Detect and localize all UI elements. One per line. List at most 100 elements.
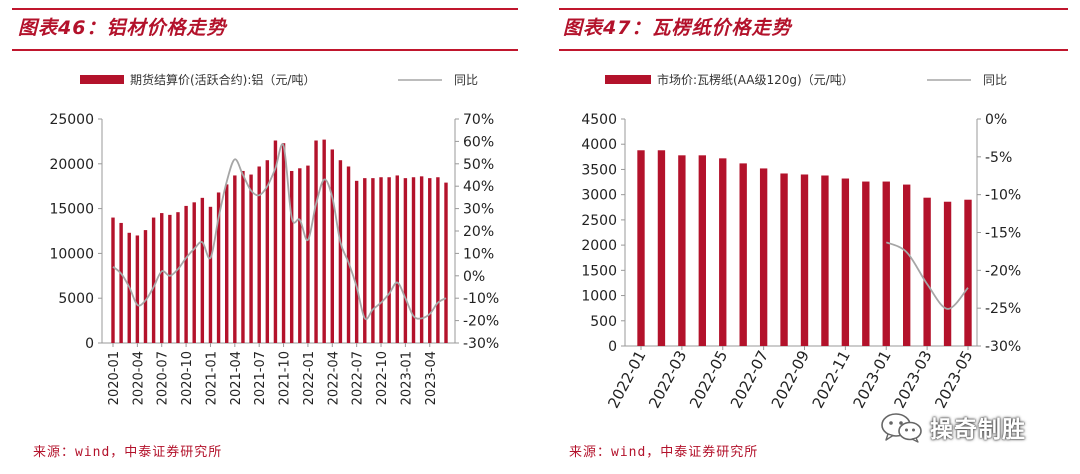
y-right-tick-label: -10% (985, 188, 1021, 204)
price-bar (168, 214, 172, 343)
y-left-tick-label: 5000 (58, 291, 94, 307)
x-tick-label: 2023-04 (424, 351, 439, 405)
price-bar (759, 168, 768, 346)
price-bar (780, 173, 788, 346)
price-bar (371, 178, 375, 343)
price-bar (160, 213, 164, 343)
price-bar (403, 178, 408, 343)
legend-line-label: 同比 (983, 73, 1007, 87)
price-bar (882, 181, 890, 346)
y-right-tick-label: -30% (985, 339, 1021, 355)
price-bar (314, 140, 318, 343)
price-bar (395, 175, 399, 343)
x-tick-label: 2022-07 (351, 351, 366, 405)
x-tick-label: 2022-01 (302, 351, 317, 405)
price-bar (192, 202, 196, 343)
legend-bar-swatch (605, 75, 651, 84)
x-tick-label: 2022-07 (727, 347, 772, 411)
y-right-tick-label: 70% (463, 112, 494, 128)
x-tick-label: 2022-01 (604, 347, 649, 411)
y-right-tick-label: -25% (985, 301, 1021, 317)
x-tick-label: 2022-04 (326, 351, 341, 405)
y-left-tick-label: 2000 (581, 238, 617, 254)
y-left-tick-label: 1500 (581, 263, 617, 279)
y-right-tick-label: 30% (463, 202, 494, 218)
x-tick-label: 2022-09 (768, 347, 813, 411)
price-bar (281, 143, 286, 343)
price-bar (964, 199, 972, 346)
price-bar (657, 150, 666, 346)
price-bar (411, 177, 416, 343)
price-bar (419, 176, 424, 343)
price-bar (200, 197, 205, 343)
y-left-tick-label: 4500 (581, 112, 617, 128)
price-bar (298, 168, 302, 343)
x-tick-label: 2021-01 (204, 351, 219, 405)
x-tick-label: 2021-10 (278, 351, 293, 405)
chart-legend: 期货结算价(活跃合约):铝（元/吨） 同比 (80, 72, 478, 87)
price-bar (428, 178, 432, 343)
y-right-tick-label: 50% (463, 157, 494, 173)
price-bar (903, 184, 911, 346)
x-tick-label: 2020-10 (180, 351, 195, 405)
price-bar (176, 212, 180, 343)
y-right-tick-label: -20% (463, 314, 499, 330)
price-bar (241, 170, 245, 343)
legend-bar-swatch (80, 75, 124, 84)
price-bar (306, 165, 310, 343)
price-bar (257, 166, 261, 343)
x-tick-label: 2021-07 (253, 351, 268, 405)
price-bar (233, 175, 237, 343)
y-right-tick-label: 0% (985, 112, 1007, 128)
title-rule-top (12, 8, 518, 10)
y-left-tick-label: 3000 (581, 188, 617, 204)
price-bar (923, 197, 931, 346)
y-right-tick-label: -20% (985, 263, 1021, 279)
price-bar (678, 155, 686, 346)
y-left-tick-label: 2500 (581, 213, 617, 229)
y-right-tick-label: -15% (985, 226, 1021, 242)
price-bar (184, 205, 188, 343)
price-bar (273, 140, 278, 343)
price-bar (354, 180, 359, 343)
price-bar (225, 184, 229, 343)
y-left-tick-label: 1000 (581, 289, 617, 305)
price-bar (216, 192, 221, 343)
x-tick-label: 2020-04 (131, 351, 146, 405)
price-bar (346, 166, 351, 343)
price-bar (841, 178, 850, 346)
x-tick-label: 2021-04 (229, 351, 244, 405)
watermark-text: 操奇制胜 (930, 417, 1026, 443)
aluminum-price-chart: 期货结算价(活跃合约):铝（元/吨） 同比 0 5000 10000 15000 20000… (49, 72, 499, 405)
corrugated-paper-price-chart: 市场价:瓦楞纸(AA级120g)（元/吨） 同比 0 500 1000 1500 2000 2… (581, 72, 1021, 411)
x-tick-label: 2022-03 (645, 347, 690, 411)
price-bar (698, 155, 706, 346)
y-right-tick-label: 40% (463, 179, 494, 195)
price-bar (444, 182, 448, 343)
price-bar (436, 177, 440, 343)
price-bar (143, 230, 148, 343)
x-tick-label: 2022-10 (375, 351, 390, 405)
x-tick-label: 2023-05 (931, 347, 976, 411)
y-right-tick-label: -30% (463, 336, 499, 352)
y-left-tick-label: 0 (85, 336, 94, 352)
price-bar (739, 163, 747, 346)
price-bar (821, 175, 829, 346)
chart-legend: 市场价:瓦楞纸(AA级120g)（元/吨） 同比 (605, 72, 1007, 87)
left-chart-title: 图表46：铝材价格走势 (18, 17, 227, 39)
x-tick-label: 2020-01 (107, 351, 122, 405)
title-rule-bottom (12, 49, 518, 51)
price-bar (387, 177, 391, 343)
y-right-tick-label: -10% (463, 291, 499, 307)
right-chart-source: 来源：wind，中泰证券研究所 (569, 445, 759, 460)
title-rule-bottom (559, 49, 1068, 51)
price-bar (379, 177, 383, 343)
price-bar (862, 181, 870, 346)
x-tick-label: 2022-05 (686, 347, 731, 411)
y-left-tick-label: 0 (608, 339, 617, 355)
y-right-tick-label: 0% (463, 269, 485, 285)
y-left-tick-label: 10000 (49, 246, 94, 262)
price-bar (135, 235, 140, 343)
y-left-tick-label: 3500 (581, 162, 617, 178)
price-bar (265, 160, 270, 343)
